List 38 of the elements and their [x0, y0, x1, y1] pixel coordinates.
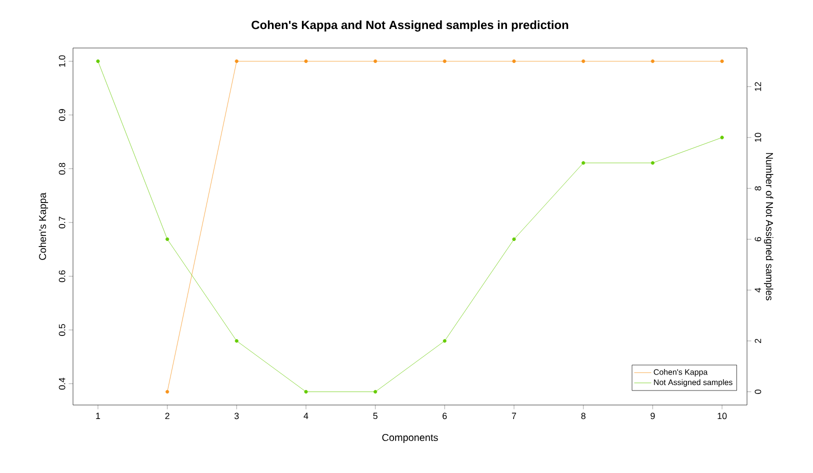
- y2-tick-label: 8: [754, 186, 762, 190]
- y2-tick-label: 12: [754, 82, 762, 91]
- chart-title: Cohen's Kappa and Not Assigned samples in prediction: [252, 20, 568, 32]
- y-tick-label: 0.9: [58, 109, 66, 121]
- y2-axis-title: Number of Not Assigned samples: [764, 153, 774, 300]
- x-tick-label: 7: [512, 412, 516, 419]
- y2-tick-label: 4: [754, 288, 761, 292]
- x-tick-label: 4: [304, 412, 308, 419]
- point: [234, 339, 238, 343]
- x-tick-label: 5: [373, 412, 378, 420]
- y2-tick-label: 6: [754, 237, 762, 242]
- point: [650, 161, 654, 165]
- x-tick-label: 3: [234, 412, 239, 420]
- y-tick-label: 0.8: [58, 162, 66, 175]
- point: [166, 237, 170, 242]
- x-axis-title: Components: [382, 434, 438, 443]
- y2-tick-label: 2: [754, 338, 762, 343]
- x-tick-label: 10: [718, 412, 727, 420]
- x-tick-label: 9: [650, 412, 655, 420]
- y-tick-label: 0.4: [58, 378, 66, 390]
- y-tick-label: 1.0: [58, 55, 66, 67]
- y2-tick-label: 10: [754, 132, 762, 142]
- y-tick-label: 0.7: [58, 216, 66, 228]
- x-tick-label: 8: [581, 412, 586, 420]
- point: [442, 339, 446, 343]
- point: [720, 136, 724, 140]
- point: [304, 390, 308, 394]
- y-tick-label: 0.6: [58, 270, 66, 282]
- x-tick-label: 1: [96, 412, 100, 419]
- point: [582, 161, 586, 165]
- y2-tick-label: 0: [754, 390, 762, 394]
- x-tick-label: 2: [165, 412, 170, 420]
- point: [96, 59, 100, 64]
- y-tick-label: 0.5: [58, 324, 66, 336]
- point: [374, 390, 378, 394]
- x-tick-label: 6: [442, 412, 447, 420]
- point: [512, 237, 516, 242]
- y-axis-title: Cohen's Kappa: [38, 192, 48, 260]
